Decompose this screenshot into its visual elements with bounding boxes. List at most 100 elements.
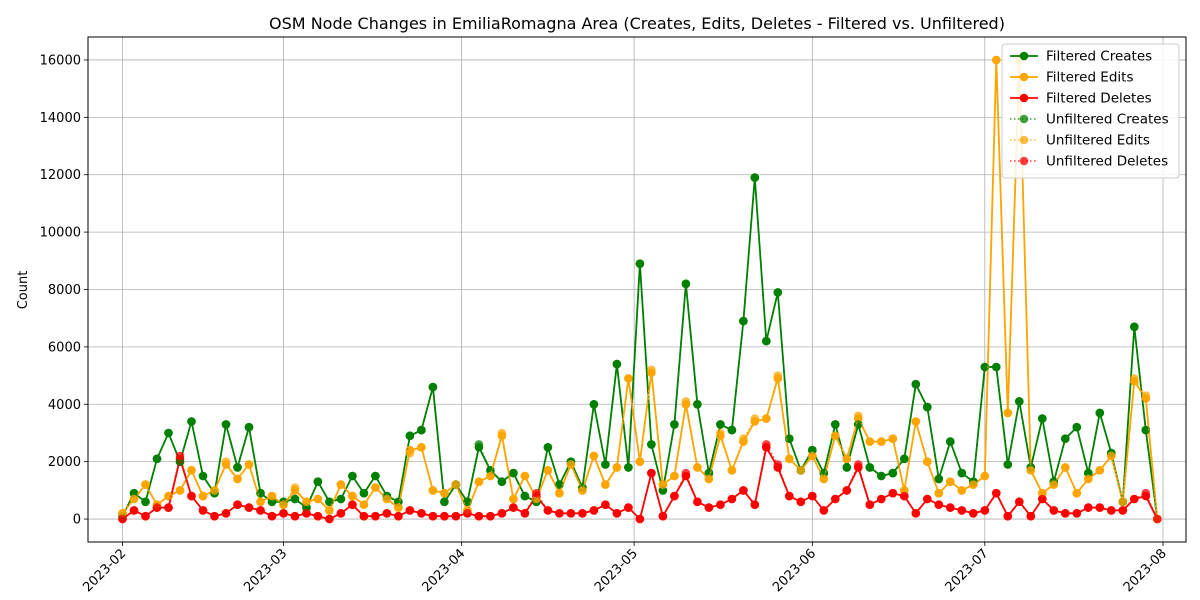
data-point: [313, 511, 323, 521]
legend-marker: [1019, 135, 1029, 145]
data-point: [946, 477, 955, 487]
data-point: [290, 494, 300, 504]
data-point: [474, 440, 484, 449]
data-point: [819, 474, 829, 484]
data-point: [1072, 422, 1082, 432]
data-point: [992, 362, 1001, 372]
data-point: [980, 471, 990, 481]
x-tick-label: 2023-06: [770, 546, 819, 595]
data-point: [957, 486, 967, 495]
y-tick-label: 6000: [48, 340, 81, 355]
data-point: [417, 425, 426, 435]
data-point: [750, 414, 760, 423]
data-point: [681, 468, 691, 478]
data-point: [417, 509, 426, 518]
data-point: [612, 359, 622, 369]
data-point: [601, 500, 610, 510]
x-tick-label: 2023-07: [943, 546, 992, 595]
data-point: [221, 420, 231, 429]
data-point: [509, 468, 518, 478]
x-axis: 2023-02 2023-03 2023-04 2023-05 2023-06 2023-…: [80, 542, 1170, 595]
data-point: [440, 511, 449, 521]
y-tick-label: 16000: [40, 53, 81, 68]
data-point: [336, 509, 346, 518]
data-point: [417, 443, 426, 452]
data-point: [187, 417, 196, 426]
data-point: [302, 497, 311, 507]
y-tick-label: 2000: [48, 455, 81, 470]
data-point: [819, 506, 829, 515]
legend-marker: [1019, 72, 1029, 82]
data-point: [233, 463, 242, 472]
data-point: [946, 437, 955, 446]
data-point: [336, 480, 346, 489]
data-point: [175, 486, 185, 495]
data-point: [808, 451, 817, 461]
legend-label: Filtered Edits: [1046, 70, 1133, 86]
data-point: [658, 480, 668, 489]
data-point: [865, 463, 875, 472]
data-point: [601, 480, 610, 489]
data-point: [1072, 488, 1082, 498]
data-point: [118, 514, 127, 524]
data-point: [1038, 494, 1047, 504]
data-point: [1015, 397, 1024, 406]
y-tick-label: 4000: [48, 398, 81, 413]
data-point: [371, 483, 380, 492]
data-point: [647, 468, 656, 478]
data-point: [888, 488, 898, 498]
data-point: [1061, 463, 1070, 472]
data-point: [359, 500, 369, 510]
data-point: [210, 486, 219, 495]
data-point: [647, 365, 656, 375]
data-point: [612, 463, 622, 472]
data-point: [831, 420, 840, 429]
data-point: [440, 488, 449, 498]
legend-box: [1001, 43, 1180, 179]
data-point: [589, 400, 599, 409]
data-point: [348, 500, 357, 510]
data-point: [279, 500, 288, 510]
data-point: [635, 259, 645, 269]
data-point: [923, 457, 932, 467]
data-point: [980, 362, 990, 372]
data-point: [520, 491, 530, 501]
data-point: [785, 454, 794, 464]
data-point: [1153, 514, 1162, 524]
y-axis: 0 2000 4000 6000 8000 10000 12000 14000 16000: [40, 53, 88, 528]
legend-label: Filtered Deletes: [1046, 91, 1152, 107]
data-point: [785, 434, 794, 444]
data-point: [532, 488, 541, 498]
data-point: [831, 431, 840, 441]
data-point: [1003, 511, 1013, 521]
data-point: [256, 497, 265, 507]
data-point: [428, 382, 438, 392]
data-point: [382, 494, 392, 504]
data-point: [359, 511, 369, 521]
data-point: [325, 514, 334, 524]
data-point: [888, 468, 898, 478]
data-point: [198, 491, 208, 501]
data-point: [336, 494, 346, 504]
legend: Filtered Creates Filtered Edits Filtered D…: [1001, 43, 1180, 179]
data-point: [474, 477, 484, 487]
data-point: [302, 509, 311, 518]
data-point: [129, 506, 139, 515]
chart-title: OSM Node Changes in EmiliaRomagna Area (…: [269, 14, 1005, 33]
data-point: [267, 491, 277, 501]
data-point: [164, 428, 173, 438]
data-point: [187, 491, 196, 501]
y-tick-label: 0: [73, 513, 81, 528]
data-point: [1003, 460, 1013, 469]
data-point: [394, 511, 403, 521]
data-point: [854, 460, 863, 469]
plot-series: [118, 52, 1162, 524]
data-point: [796, 497, 806, 507]
data-point: [739, 434, 748, 444]
data-point: [578, 509, 587, 518]
legend-marker: [1019, 51, 1029, 61]
data-point: [474, 511, 484, 521]
data-point: [141, 497, 150, 507]
data-point: [233, 500, 242, 510]
